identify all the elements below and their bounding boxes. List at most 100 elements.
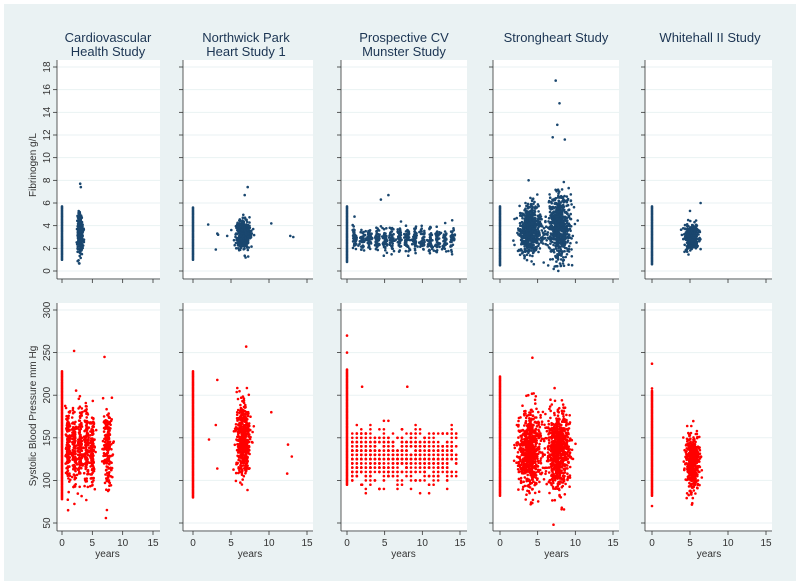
- data-point: [377, 242, 381, 246]
- data-point: [367, 243, 371, 246]
- data-point: [235, 411, 239, 414]
- data-point: [563, 236, 566, 240]
- data-point: [556, 123, 559, 127]
- data-point: [697, 240, 701, 243]
- data-point: [405, 237, 409, 240]
- data-point: [77, 211, 80, 215]
- data-point: [80, 227, 83, 231]
- data-point: [379, 198, 383, 201]
- data-point: [551, 211, 555, 214]
- data-point: [563, 234, 566, 237]
- data-point: [687, 253, 690, 256]
- data-point: [699, 201, 702, 205]
- data-point: [404, 224, 408, 227]
- data-point: [232, 468, 235, 471]
- data-point: [239, 220, 242, 223]
- data-point: [240, 228, 244, 232]
- data-point: [533, 227, 536, 231]
- data-point: [367, 232, 370, 235]
- data-point: [559, 242, 562, 245]
- data-point: [243, 254, 246, 257]
- data-point: [699, 247, 702, 251]
- data-point: [241, 478, 244, 481]
- data-point: [520, 252, 524, 255]
- data-point: [89, 461, 93, 464]
- data-point: [246, 255, 250, 258]
- data-point: [245, 218, 248, 222]
- data-point: [527, 179, 530, 182]
- y-tick-label: 10: [42, 152, 53, 164]
- data-point: [523, 250, 526, 253]
- data-point: [519, 224, 522, 228]
- data-point: [569, 212, 572, 216]
- data-point: [85, 424, 88, 428]
- panel-fibrinogen-2: [179, 60, 313, 283]
- data-point: [241, 399, 244, 403]
- data-point: [250, 229, 253, 232]
- data-point: [559, 264, 563, 268]
- data-point: [80, 252, 84, 256]
- data-point: [542, 261, 545, 264]
- data-point: [106, 449, 110, 453]
- data-point: [560, 227, 564, 231]
- data-point: [539, 223, 543, 226]
- data-point: [239, 441, 242, 444]
- data-point: [252, 233, 256, 237]
- data-point: [72, 349, 76, 353]
- data-point: [86, 459, 89, 463]
- data-point: [522, 228, 526, 232]
- data-point: [694, 219, 698, 222]
- data-point: [521, 226, 525, 230]
- data-point: [554, 264, 558, 268]
- data-point: [515, 216, 518, 220]
- data-point: [110, 468, 113, 472]
- data-point: [376, 239, 379, 243]
- data-point: [244, 453, 247, 457]
- data-point: [450, 253, 454, 256]
- data-point: [245, 410, 248, 414]
- data-point: [687, 224, 690, 228]
- data-point: [89, 473, 92, 476]
- data-point: [554, 247, 558, 250]
- data-point: [362, 234, 365, 238]
- data-point: [531, 246, 535, 249]
- data-point: [394, 238, 398, 241]
- data-point: [557, 192, 560, 195]
- data-point: [552, 222, 555, 225]
- data-point: [405, 239, 408, 243]
- data-point: [246, 241, 250, 245]
- data-point: [235, 413, 239, 417]
- data-point: [551, 136, 554, 139]
- data-point: [557, 202, 560, 205]
- data-point: [432, 249, 436, 252]
- data-point: [78, 254, 81, 258]
- data-point: [557, 246, 560, 250]
- data-point: [191, 370, 195, 373]
- data-point: [77, 226, 81, 230]
- y-tick-label: 200: [42, 386, 53, 403]
- data-point: [238, 389, 241, 393]
- data-point: [206, 223, 210, 226]
- data-point: [552, 250, 556, 254]
- data-point: [551, 257, 554, 261]
- data-point: [566, 240, 569, 244]
- data-point: [406, 245, 409, 248]
- data-point: [79, 445, 82, 449]
- data-point: [64, 471, 68, 475]
- data-point: [375, 232, 379, 236]
- data-point: [382, 227, 386, 231]
- data-point: [85, 416, 88, 419]
- data-point: [559, 210, 562, 213]
- data-point: [78, 244, 82, 247]
- data-point: [532, 248, 536, 251]
- data-point: [403, 236, 406, 239]
- data-point: [374, 236, 377, 239]
- column-title: Prospective CV: [359, 30, 449, 45]
- data-point: [234, 235, 237, 239]
- data-point: [412, 236, 416, 239]
- data-point: [248, 437, 252, 441]
- data-point: [78, 411, 82, 415]
- data-point: [435, 225, 439, 228]
- data-point: [234, 232, 238, 235]
- data-point: [537, 242, 541, 245]
